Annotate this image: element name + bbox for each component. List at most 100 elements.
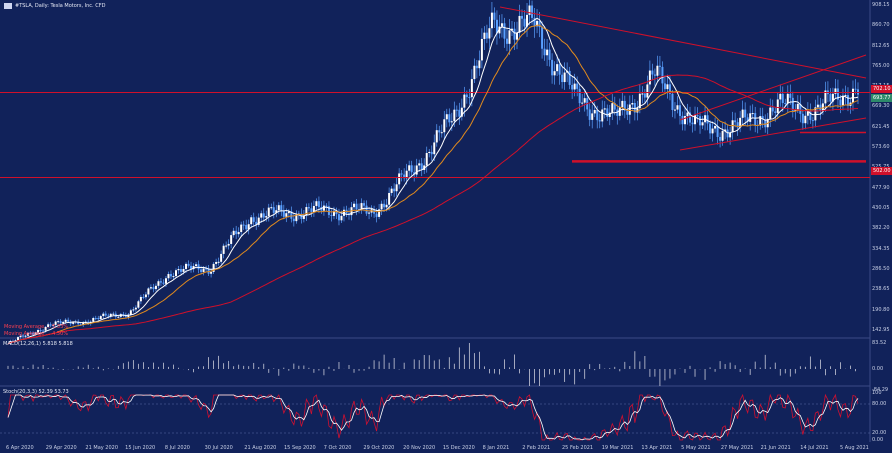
chart-menu-icon[interactable]	[4, 3, 12, 9]
price-tick: 334.35	[872, 245, 890, 252]
candle	[59, 321, 62, 324]
support-price-tag: 502.00	[871, 167, 892, 175]
candle	[836, 88, 839, 100]
candle	[164, 278, 167, 284]
price-tick: 573.60	[872, 144, 890, 151]
time-tick: 8 Jul 2020	[164, 445, 190, 451]
candle	[759, 116, 762, 126]
candle	[816, 104, 819, 108]
candle	[475, 65, 478, 69]
candle	[327, 206, 330, 215]
candle	[746, 117, 749, 122]
candle	[631, 103, 634, 105]
candle	[764, 119, 767, 128]
candle	[568, 70, 571, 85]
candle	[340, 215, 343, 221]
time-tick: 6 Apr 2020	[6, 445, 34, 451]
candle	[473, 65, 476, 80]
stoch-label: Stoch(20,3,3) 52.39 53.73	[3, 389, 69, 395]
candle	[295, 214, 298, 222]
candle	[267, 207, 270, 217]
candle	[32, 333, 35, 335]
candle	[403, 174, 406, 179]
time-tick: 21 Jun 2021	[760, 445, 791, 451]
candle	[112, 313, 115, 315]
time-tick: 15 Jun 2020	[125, 445, 156, 451]
candle	[613, 103, 616, 110]
candle	[781, 93, 784, 104]
candle	[641, 93, 644, 95]
candle	[729, 132, 732, 138]
candle	[460, 107, 463, 117]
candle	[626, 110, 629, 115]
candle	[543, 48, 546, 56]
candle	[49, 324, 52, 326]
candle	[47, 324, 50, 327]
time-tick: 21 May 2020	[85, 445, 119, 451]
candle	[137, 301, 140, 308]
candle	[844, 95, 847, 97]
candle	[202, 268, 205, 272]
candle	[375, 213, 378, 217]
candle	[104, 313, 107, 316]
candle	[312, 205, 315, 212]
candle	[157, 281, 160, 286]
time-tick: 27 May 2021	[720, 445, 754, 451]
candle	[633, 103, 636, 113]
candle	[410, 165, 413, 173]
candle	[257, 217, 260, 225]
candle	[804, 115, 807, 124]
candle	[658, 65, 661, 67]
candle	[438, 130, 441, 133]
stoch-d-line	[7, 394, 859, 441]
candle	[536, 20, 539, 27]
candle	[17, 337, 20, 341]
candle	[721, 130, 724, 141]
candle	[398, 173, 401, 185]
candle	[195, 264, 198, 267]
candle	[796, 103, 799, 110]
candle	[551, 59, 554, 76]
time-tick: 15 Sep 2020	[284, 445, 316, 451]
candle	[596, 109, 599, 121]
candle	[666, 84, 669, 90]
candle	[393, 188, 396, 192]
candle	[656, 65, 659, 76]
candle	[335, 210, 338, 215]
candle	[598, 120, 601, 122]
candle	[380, 203, 383, 210]
candle	[99, 316, 102, 319]
candle	[611, 103, 614, 113]
candle	[754, 113, 757, 125]
candle	[831, 93, 834, 102]
candle	[64, 319, 67, 322]
candle	[699, 116, 702, 126]
candle	[691, 122, 694, 125]
candle	[270, 207, 273, 209]
candle	[52, 324, 55, 326]
candle	[77, 321, 80, 325]
candle	[694, 115, 697, 125]
candle	[573, 83, 576, 90]
candle	[400, 173, 403, 175]
candle	[237, 232, 240, 235]
price-tick: 430.05	[872, 205, 890, 212]
candle	[646, 84, 649, 98]
candle	[342, 209, 345, 216]
candle	[556, 64, 559, 72]
candle	[488, 28, 491, 39]
candle	[761, 116, 764, 120]
candle	[541, 27, 544, 49]
time-tick: 29 Apr 2020	[45, 445, 77, 451]
candle	[591, 113, 594, 120]
candle	[663, 83, 666, 90]
candle	[526, 14, 529, 27]
candle	[368, 212, 371, 214]
candle	[217, 261, 220, 263]
candle	[606, 108, 609, 117]
candle	[109, 313, 112, 317]
candle	[220, 253, 223, 262]
candle	[779, 93, 782, 100]
